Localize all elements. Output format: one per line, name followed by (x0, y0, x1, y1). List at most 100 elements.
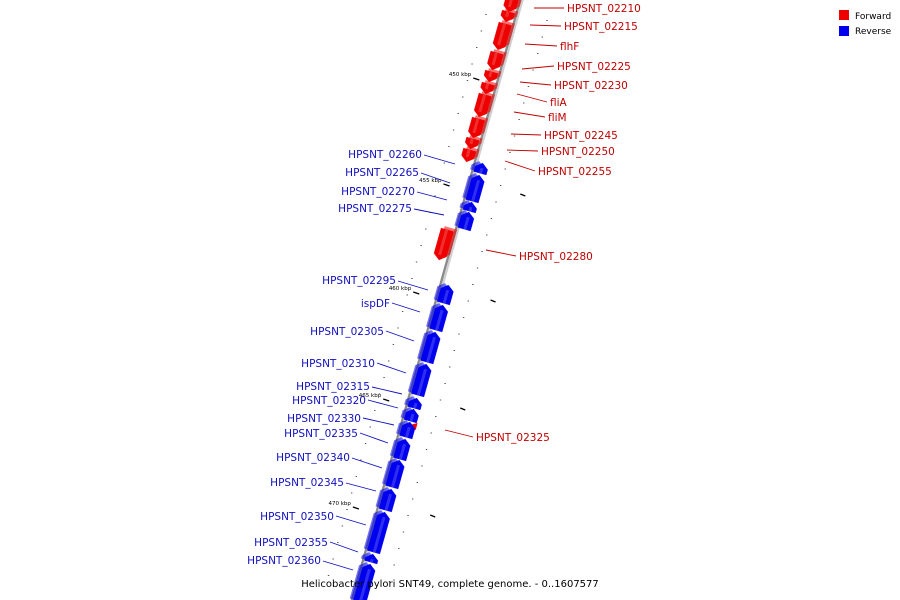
gene-hpsnt-02335-label: HPSNT_02335 (284, 428, 358, 440)
gene-hpsnt-02310-body (411, 363, 432, 398)
tick-label: 470 kbp (328, 501, 351, 507)
gene-flim-body (473, 92, 492, 118)
gene-hpsnt-02320-leader (367, 399, 399, 409)
scale-dot (430, 432, 432, 434)
gene-hpsnt-02315-body (407, 397, 422, 411)
scale-dot (532, 69, 534, 71)
gene-hpsnt-02295-label: HPSNT_02295 (322, 275, 396, 287)
gene-hpsnt-02330-label: HPSNT_02330 (287, 413, 361, 425)
gene-hpsnt-02260-label: HPSNT_02260 (348, 149, 422, 161)
gene-hpsnt-02355 (360, 552, 379, 565)
tick-mark (520, 193, 526, 197)
gene-hpsnt-02295 (433, 283, 454, 306)
gene-flhf (492, 20, 515, 51)
gene-flim-shine (478, 94, 487, 113)
gene-hpsnt-02280-shine (438, 229, 449, 256)
gene-hpsnt-02360-body (353, 563, 376, 600)
scale-dot (383, 377, 385, 378)
gene-hpsnt-02215-label: HPSNT_02215 (564, 21, 638, 33)
gene-hpsnt-02275-label: HPSNT_02275 (338, 203, 412, 215)
scale-dot (435, 416, 437, 417)
tick-dots-layer (327, 14, 548, 582)
gene-hpsnt-02330-body (399, 421, 416, 440)
gene-hpsnt-02340-shine (390, 464, 401, 488)
gene-hpsnt-02225-leader (521, 65, 555, 70)
gene-hpsnt-02360-shine (359, 568, 371, 600)
gene-ispdf-leader (391, 302, 421, 313)
scale-dot (476, 47, 478, 48)
scale-dot (480, 30, 483, 32)
gene-hpsnt-02280-body (433, 227, 454, 261)
scale-dot (449, 366, 451, 368)
legend-swatch-reverse (839, 26, 849, 36)
scale-dot (393, 564, 395, 566)
gene-flia-leader (516, 93, 548, 103)
gene-hpsnt-02255 (461, 146, 480, 163)
gene-hpsnt-02250-leader (506, 149, 539, 152)
gene-hpsnt-02230-shine (488, 71, 493, 78)
scale-dot (421, 465, 423, 467)
scale-dot (425, 449, 428, 450)
gene-hpsnt-02225-shine (491, 52, 498, 66)
gene-hpsnt-02315-label: HPSNT_02315 (296, 381, 370, 393)
gene-hpsnt-02325-label: HPSNT_02325 (476, 432, 550, 444)
gene-hpsnt-02265-leader (420, 172, 451, 184)
gene-hpsnt-02230 (483, 68, 502, 83)
gene-hpsnt-02260 (470, 161, 488, 176)
tick-layer: 450 kbp 455 kbp 460 kbp 465 kbp 470 kbp (328, 72, 526, 518)
gene-hpsnt-02335-shine (398, 443, 406, 460)
scale-dot (481, 251, 483, 252)
gene-hpsnt-02250-body (464, 136, 480, 150)
scale-dot (513, 135, 516, 137)
gene-hpsnt-02345-body (378, 488, 397, 513)
scale-dot (341, 525, 344, 527)
scale-dot (337, 542, 339, 543)
scale-dot (466, 80, 469, 81)
gene-ispdf-label: ispDF (361, 298, 390, 310)
scale-dot (416, 482, 419, 483)
gene-hpsnt-02245-shine (472, 118, 480, 134)
scale-dot (546, 20, 548, 21)
gene-hpsnt-02255-shine (465, 149, 471, 158)
legend-swatch-forward (839, 10, 849, 20)
gene-hpsnt-02275-body (457, 211, 475, 232)
gene-hpsnt-02350-shine (372, 516, 386, 553)
gene-hpsnt-02315-shine (413, 402, 418, 409)
scale-dot (388, 581, 391, 582)
gene-hpsnt-02320-shine (409, 413, 415, 422)
gene-hpsnt-02320 (400, 407, 419, 424)
gene-hpsnt-02310-shine (416, 368, 428, 396)
gene-hpsnt-02260-body (473, 162, 488, 176)
gene-hpsnt-02280-leader (485, 249, 517, 257)
gene-hpsnt-02305-body (420, 331, 441, 365)
gene-hpsnt-02275 (454, 210, 475, 232)
gene-hpsnt-02355-body (364, 553, 379, 565)
scale-dot (401, 311, 404, 312)
gene-hpsnt-02245 (468, 115, 489, 139)
scale-dot (411, 498, 414, 500)
gene-flim (473, 91, 496, 118)
gene-hpsnt-02345 (375, 487, 397, 513)
gene-flhf-label: flhF (560, 41, 579, 53)
gene-flim-label: fliM (548, 112, 567, 124)
scale-dot (406, 294, 408, 296)
scale-dot (490, 218, 493, 219)
gene-hpsnt-02265-shine (471, 179, 481, 202)
gene-flhf-body (492, 21, 512, 51)
scale-dot (448, 146, 450, 147)
gene-hpsnt-02255-label: HPSNT_02255 (538, 166, 612, 178)
genome-caption: Helicobacter pylori SNT49, complete geno… (301, 579, 599, 590)
gene-hpsnt-02335-body (393, 438, 411, 462)
gene-hpsnt-02275-leader (413, 208, 445, 216)
gene-hpsnt-02305-label: HPSNT_02305 (310, 326, 384, 338)
gene-hpsnt-02355-shine (369, 558, 374, 563)
scale-dot (537, 53, 539, 54)
legend-item-forward: Forward (839, 10, 891, 22)
gene-ispdf-shine (435, 309, 444, 331)
scale-dot (425, 228, 427, 230)
legend-label-forward: Forward (855, 12, 891, 22)
scale-dot (467, 300, 469, 302)
gene-hpsnt-02360-label: HPSNT_02360 (247, 555, 321, 567)
gene-hpsnt-02310-leader (376, 362, 407, 374)
